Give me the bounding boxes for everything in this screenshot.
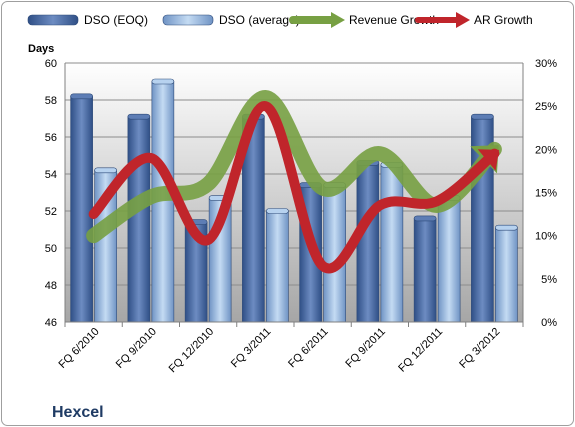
bar-dso-eoq — [127, 116, 151, 323]
ar-growth-line — [88, 101, 500, 274]
ar-growth-arrowhead — [477, 149, 499, 171]
bar-cap — [266, 208, 289, 214]
y-tick-label: 50 — [45, 243, 57, 255]
y-tick-label: 48 — [45, 280, 57, 292]
legend-label: AR Growth — [474, 13, 533, 27]
legend-label: DSO (EOQ) — [84, 13, 148, 27]
bar-dso-eoq — [413, 218, 437, 323]
legend-arrowhead — [456, 12, 470, 28]
legend-label: DSO (average) — [219, 13, 300, 27]
y2-tick-label: 0% — [541, 317, 557, 329]
y-tick-label: 46 — [45, 317, 57, 329]
legend-swatch — [162, 14, 214, 26]
y-tick-label: 52 — [45, 206, 57, 218]
line-series — [86, 90, 502, 274]
y-tick-label: 58 — [45, 95, 57, 107]
bar-cap — [471, 113, 494, 120]
y2-tick-label: 15% — [535, 188, 557, 200]
company-name: Hexcel — [52, 404, 104, 421]
y-tick-label: 54 — [45, 169, 57, 181]
y-tick-label: 56 — [45, 132, 57, 144]
bar-dso-average — [437, 197, 461, 323]
y-tick-label: 60 — [45, 58, 57, 70]
y-axis-title: Days — [28, 43, 54, 55]
bar-cap — [413, 215, 437, 222]
legend-label: Revenue Growth — [349, 13, 439, 27]
bar-cap — [151, 78, 175, 85]
y2-tick-label: 30% — [535, 58, 557, 70]
bar-dso-average — [495, 227, 518, 323]
bar-cap — [94, 167, 117, 174]
y2-tick-label: 25% — [535, 101, 557, 113]
y2-tick-label: 20% — [535, 144, 557, 156]
y2-tick-label: 10% — [535, 231, 557, 243]
bar-cap — [495, 224, 518, 231]
bar-dso-average — [380, 164, 404, 323]
legend: DSO (EOQ) DSO (average) Revenue Growth AR G… — [27, 12, 533, 28]
y2-tick-label: 5% — [541, 274, 557, 286]
bar-cap — [127, 113, 151, 120]
legend-arrowhead — [331, 12, 345, 28]
bar-dso-eoq — [356, 162, 380, 323]
bar-dso-average — [266, 210, 289, 323]
bar-dso-eoq — [70, 96, 93, 323]
bar-cap — [70, 93, 93, 100]
legend-swatch — [27, 14, 79, 26]
